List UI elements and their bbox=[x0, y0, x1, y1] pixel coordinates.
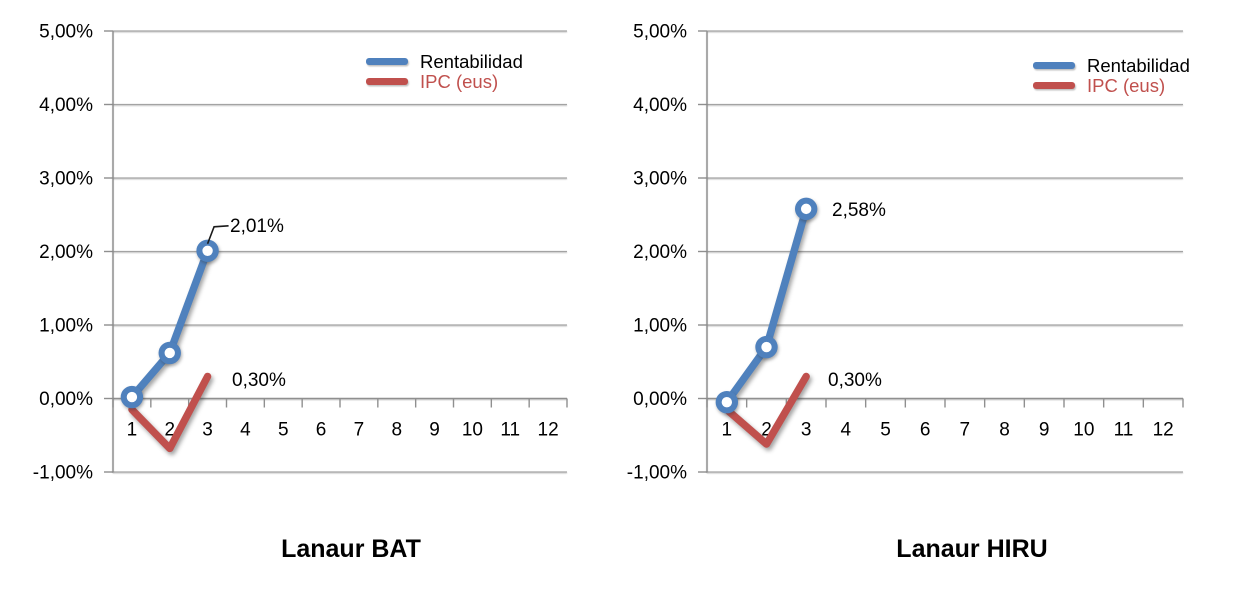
series-marker bbox=[755, 335, 778, 359]
x-tick-label: 4 bbox=[240, 420, 251, 441]
chart-lanaur-hiru: 5,00% 4,00% 3,00% 2,00% 1,00% 0,00% -1,00% 1 2 3 4… bbox=[620, 0, 1246, 602]
rentabilidad-swatch-icon bbox=[1033, 62, 1075, 69]
y-tick-label: 0,00% bbox=[633, 389, 687, 410]
y-tick-label: 1,00% bbox=[633, 316, 687, 337]
chart-title: Lanaur BAT bbox=[281, 535, 421, 563]
x-tick-label: 12 bbox=[1153, 420, 1174, 441]
x-tick-label: 3 bbox=[801, 420, 812, 441]
legend: Rentabilidad IPC (eus) bbox=[1033, 56, 1190, 95]
series-line-rentabilidad bbox=[723, 205, 810, 406]
legend-label-rentabilidad: Rentabilidad bbox=[1087, 55, 1190, 76]
series-group bbox=[120, 239, 219, 453]
legend: Rentabilidad IPC (eus) bbox=[366, 52, 523, 91]
x-tick-label: 5 bbox=[278, 420, 289, 441]
y-tick-label: -1,00% bbox=[33, 463, 93, 484]
x-tick-label: 5 bbox=[880, 420, 891, 441]
series-marker bbox=[158, 341, 181, 365]
series-marker bbox=[715, 390, 739, 414]
x-tick-label: 1 bbox=[722, 420, 733, 441]
axes: 5,00%4,00%3,00%2,00%1,00%0,00%-1,00%1 2 3 4… bbox=[627, 22, 1184, 484]
legend-entry-ipc: IPC (eus) bbox=[366, 72, 523, 91]
plot-area-lanaur-hiru: 5,00%4,00%3,00%2,00%1,00%0,00%-1,00%1 2 3 4… bbox=[627, 22, 1184, 484]
y-tick-label: 2,00% bbox=[39, 242, 93, 263]
legend-label-rentabilidad: Rentabilidad bbox=[420, 51, 523, 72]
x-tick-label: 3 bbox=[202, 420, 213, 441]
x-tick-label: 10 bbox=[462, 420, 483, 441]
rentabilidad-swatch-icon bbox=[366, 58, 408, 65]
legend-entry-rentabilidad: Rentabilidad bbox=[1033, 56, 1190, 75]
series-marker bbox=[794, 197, 818, 221]
series-line-ipc bbox=[128, 372, 212, 453]
y-tick-label: 4,00% bbox=[633, 95, 687, 116]
x-tick-label: 7 bbox=[960, 420, 971, 441]
plot-area-lanaur-bat: 5,00%4,00%3,00%2,00%1,00%0,00%-1,00%1 2 3 4… bbox=[33, 22, 568, 484]
chart-lanaur-bat: 5,00% 4,00% 3,00% 2,00% 1,00% 0,00% -1,00% 1 2 3 4… bbox=[0, 0, 620, 602]
legend-entry-ipc: IPC (eus) bbox=[1033, 76, 1190, 95]
x-tick-label: 11 bbox=[500, 420, 520, 441]
x-tick-label: 2 bbox=[761, 420, 772, 441]
ipc-swatch-icon bbox=[366, 78, 408, 85]
x-tick-label: 2 bbox=[164, 420, 175, 441]
data-label-rentabilidad: 2,01% bbox=[230, 216, 284, 237]
y-tick-label: 1,00% bbox=[39, 316, 93, 337]
x-tick-label: 7 bbox=[354, 420, 365, 441]
y-tick-label: -1,00% bbox=[627, 463, 687, 484]
x-tick-label: 8 bbox=[391, 420, 402, 441]
ipc-swatch-icon bbox=[1033, 82, 1075, 89]
x-tick-label: 9 bbox=[429, 420, 440, 441]
legend-label-ipc: IPC (eus) bbox=[420, 71, 499, 92]
data-label-leader bbox=[206, 224, 229, 245]
x-tick-label: 1 bbox=[127, 420, 138, 441]
data-label-ipc: 0,30% bbox=[232, 370, 286, 391]
x-tick-label: 4 bbox=[841, 420, 852, 441]
series-marker bbox=[120, 385, 144, 409]
x-tick-label: 10 bbox=[1073, 420, 1094, 441]
x-tick-label: 11 bbox=[1114, 420, 1134, 441]
x-tick-label: 9 bbox=[1039, 420, 1050, 441]
series-marker bbox=[196, 239, 219, 262]
y-tick-label: 5,00% bbox=[39, 22, 93, 43]
legend-label-ipc: IPC (eus) bbox=[1087, 75, 1166, 96]
y-tick-label: 5,00% bbox=[633, 22, 687, 43]
data-label-ipc: 0,30% bbox=[828, 370, 882, 391]
y-tick-label: 3,00% bbox=[39, 169, 93, 190]
chart-title: Lanaur HIRU bbox=[896, 535, 1048, 563]
axes: 5,00%4,00%3,00%2,00%1,00%0,00%-1,00%1 2 3 4… bbox=[33, 22, 568, 484]
data-label-rentabilidad: 2,58% bbox=[832, 200, 886, 221]
y-tick-label: 2,00% bbox=[633, 242, 687, 263]
x-tick-label: 6 bbox=[316, 420, 327, 441]
y-tick-label: 4,00% bbox=[39, 95, 93, 116]
x-tick-label: 6 bbox=[920, 420, 931, 441]
legend-entry-rentabilidad: Rentabilidad bbox=[366, 52, 523, 71]
series-line-rentabilidad bbox=[128, 247, 212, 401]
x-tick-label: 12 bbox=[538, 420, 559, 441]
y-tick-label: 0,00% bbox=[39, 389, 93, 410]
x-tick-label: 8 bbox=[999, 420, 1010, 441]
series-line-ipc bbox=[723, 372, 810, 448]
series-group bbox=[715, 197, 818, 448]
y-tick-label: 3,00% bbox=[633, 169, 687, 190]
